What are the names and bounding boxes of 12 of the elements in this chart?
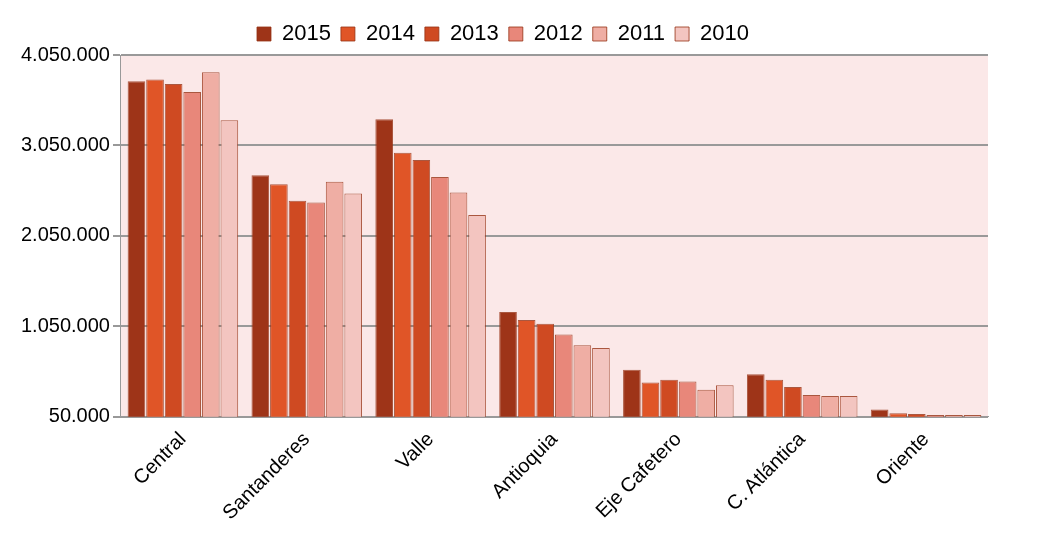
y-tick-label: 50.000 bbox=[48, 404, 110, 427]
y-tick-label: 1.050.000 bbox=[20, 313, 110, 336]
legend-label: 2015 bbox=[281, 20, 331, 46]
legend-label: 2010 bbox=[700, 20, 750, 46]
legend-label: 2014 bbox=[365, 20, 415, 46]
y-tick-label: 4.050.000 bbox=[20, 42, 110, 65]
y-tick-label: 2.050.000 bbox=[20, 223, 110, 246]
legend-label: 2011 bbox=[617, 20, 666, 46]
legend-label: 2012 bbox=[533, 20, 583, 46]
x-tick-label: Valle bbox=[391, 427, 438, 474]
legend-label: 2013 bbox=[449, 20, 499, 46]
y-tick-label: 3.050.000 bbox=[20, 132, 110, 155]
